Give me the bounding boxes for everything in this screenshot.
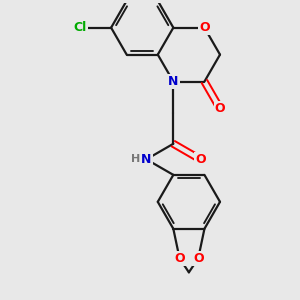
Text: O: O (215, 102, 225, 115)
Text: N: N (168, 75, 178, 88)
Text: O: O (199, 21, 210, 34)
Text: H: H (131, 154, 140, 164)
Text: O: O (195, 153, 206, 166)
Text: N: N (141, 153, 152, 166)
Text: O: O (174, 252, 185, 265)
Text: O: O (193, 252, 203, 265)
Text: Cl: Cl (74, 21, 87, 34)
